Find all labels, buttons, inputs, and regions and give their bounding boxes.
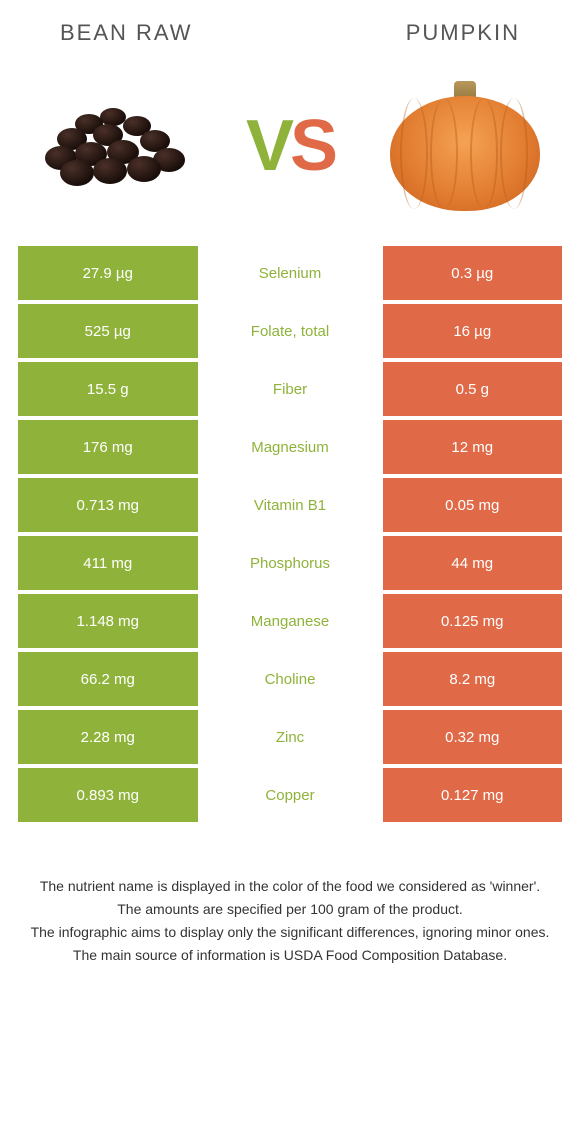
comparison-table: 27.9 µgSelenium0.3 µg525 µgFolate, total… <box>0 246 580 822</box>
table-row: 411 mgPhosphorus44 mg <box>18 536 562 590</box>
right-value-cell: 0.05 mg <box>383 478 563 532</box>
left-value-cell: 176 mg <box>18 420 198 474</box>
table-row: 525 µgFolate, total16 µg <box>18 304 562 358</box>
table-row: 176 mgMagnesium12 mg <box>18 420 562 474</box>
left-value-cell: 15.5 g <box>18 362 198 416</box>
nutrient-name-cell: Selenium <box>198 246 383 300</box>
right-value-cell: 0.125 mg <box>383 594 563 648</box>
left-value-cell: 66.2 mg <box>18 652 198 706</box>
vs-label: VS <box>246 105 334 187</box>
right-value-cell: 0.32 mg <box>383 710 563 764</box>
right-value-cell: 0.127 mg <box>383 768 563 822</box>
right-value-cell: 16 µg <box>383 304 563 358</box>
bean-image <box>30 71 200 221</box>
right-value-cell: 0.3 µg <box>383 246 563 300</box>
table-row: 27.9 µgSelenium0.3 µg <box>18 246 562 300</box>
nutrient-name-cell: Magnesium <box>198 420 383 474</box>
nutrient-name-cell: Fiber <box>198 362 383 416</box>
pumpkin-image <box>380 71 550 221</box>
left-value-cell: 27.9 µg <box>18 246 198 300</box>
footer-line: The nutrient name is displayed in the co… <box>28 876 552 897</box>
nutrient-name-cell: Vitamin B1 <box>198 478 383 532</box>
header: BEAN RAW PUMPKIN <box>0 0 580 56</box>
footer-line: The infographic aims to display only the… <box>28 922 552 943</box>
nutrient-name-cell: Phosphorus <box>198 536 383 590</box>
left-value-cell: 525 µg <box>18 304 198 358</box>
left-value-cell: 2.28 mg <box>18 710 198 764</box>
right-value-cell: 12 mg <box>383 420 563 474</box>
vs-s: S <box>290 105 334 187</box>
nutrient-name-cell: Folate, total <box>198 304 383 358</box>
left-value-cell: 0.893 mg <box>18 768 198 822</box>
right-food-title: PUMPKIN <box>406 20 520 46</box>
right-value-cell: 44 mg <box>383 536 563 590</box>
footer-notes: The nutrient name is displayed in the co… <box>0 826 580 966</box>
nutrient-name-cell: Manganese <box>198 594 383 648</box>
right-value-cell: 0.5 g <box>383 362 563 416</box>
nutrient-name-cell: Choline <box>198 652 383 706</box>
bean-pile-icon <box>45 106 185 186</box>
table-row: 66.2 mgCholine8.2 mg <box>18 652 562 706</box>
table-row: 1.148 mgManganese0.125 mg <box>18 594 562 648</box>
footer-line: The main source of information is USDA F… <box>28 945 552 966</box>
images-row: VS <box>0 56 580 246</box>
nutrient-name-cell: Copper <box>198 768 383 822</box>
table-row: 2.28 mgZinc0.32 mg <box>18 710 562 764</box>
left-food-title: BEAN RAW <box>60 20 193 46</box>
pumpkin-icon <box>390 81 540 211</box>
left-value-cell: 411 mg <box>18 536 198 590</box>
table-row: 0.713 mgVitamin B10.05 mg <box>18 478 562 532</box>
table-row: 15.5 gFiber0.5 g <box>18 362 562 416</box>
nutrient-name-cell: Zinc <box>198 710 383 764</box>
right-value-cell: 8.2 mg <box>383 652 563 706</box>
left-value-cell: 1.148 mg <box>18 594 198 648</box>
left-value-cell: 0.713 mg <box>18 478 198 532</box>
vs-v: V <box>246 105 290 187</box>
table-row: 0.893 mgCopper0.127 mg <box>18 768 562 822</box>
footer-line: The amounts are specified per 100 gram o… <box>28 899 552 920</box>
